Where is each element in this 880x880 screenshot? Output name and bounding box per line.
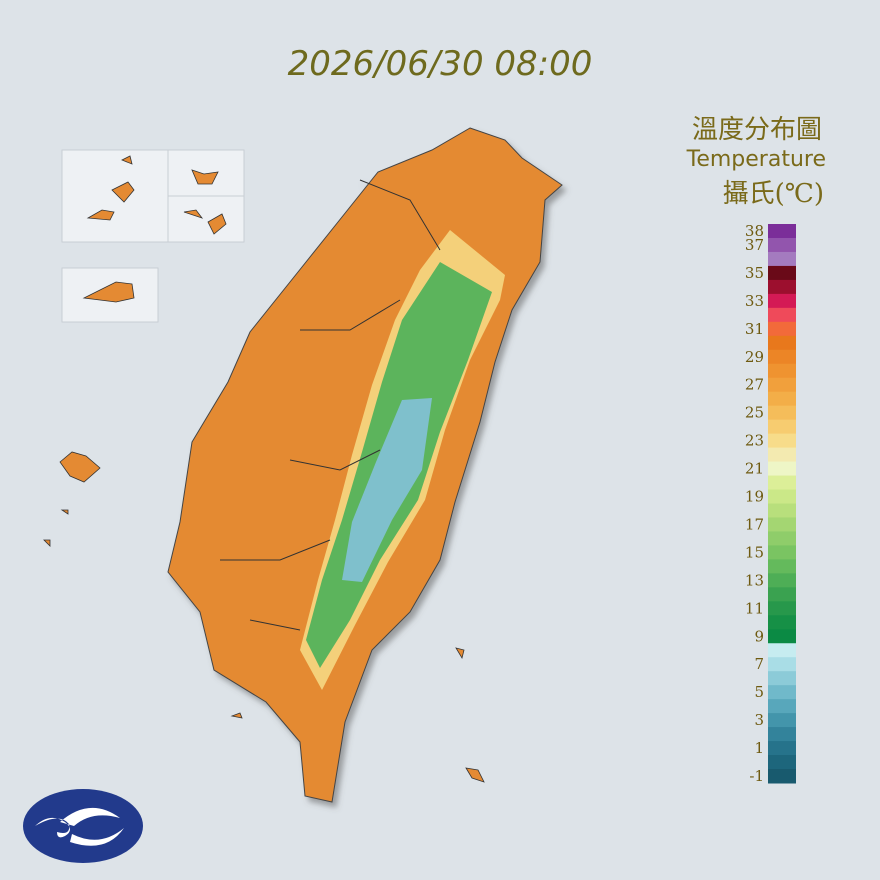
inset-islands [43,149,485,783]
color-band [768,727,796,742]
tick-label: 9 [754,627,764,645]
color-band [768,643,796,658]
tick-label: 33 [745,292,764,310]
tick-label: 38 [745,222,764,240]
tick-label: 25 [745,404,764,422]
color-band [768,419,796,435]
tick-label: 27 [745,376,764,394]
tick-label: 3 [754,711,764,729]
tick-label: 11 [745,599,764,617]
color-band [768,224,796,239]
legend-title: 溫度分布圖 [692,115,822,145]
color-band [768,475,796,491]
tick-label: 1 [754,739,764,757]
color-band [768,503,796,518]
color-band [768,769,796,784]
timestamp: 2026/06/30 08:00 [288,44,593,84]
tick-label: 5 [754,683,764,701]
legend-unit: 攝氏(℃) [723,179,824,209]
tick-label: 29 [745,348,764,366]
color-band [768,363,796,379]
tick-label: 7 [754,655,764,673]
color-band [768,321,796,337]
color-band [768,279,796,295]
color-band [768,265,796,281]
tick-label: 19 [745,488,764,506]
color-band [768,601,796,616]
tick-label: 13 [745,571,764,589]
color-band [768,573,796,588]
color-band [768,531,796,546]
color-band [768,685,796,700]
color-band [768,741,796,756]
tick-label: 15 [745,543,764,561]
color-band [768,461,796,477]
tick-label: 35 [745,264,764,282]
color-band [768,251,796,267]
tick-label: 21 [745,460,764,478]
color-band [768,545,796,560]
color-band [768,349,796,365]
color-band [768,699,796,714]
color-band [768,587,796,602]
color-band [768,377,796,393]
tick-label: 17 [745,515,764,533]
tick-label: 31 [745,320,764,338]
color-band [768,713,796,728]
color-band [768,671,796,686]
color-band [768,615,796,630]
color-band [768,335,796,351]
color-band [768,755,796,770]
color-band [768,559,796,574]
color-band [768,657,796,672]
color-band [768,237,796,253]
color-band [768,307,796,323]
color-band [768,629,796,644]
color-band [768,391,796,407]
tick-label: -1 [749,767,764,785]
color-band [768,433,796,449]
legend-subtitle: Temperature [686,147,826,172]
color-band [768,405,796,421]
tick-label: 23 [745,432,764,450]
color-band [768,517,796,532]
color-band [768,293,796,309]
tick-label: 37 [745,236,764,254]
logo [23,789,143,863]
color-band [768,489,796,504]
taiwan-main-island [167,127,563,803]
color-band [768,447,796,463]
